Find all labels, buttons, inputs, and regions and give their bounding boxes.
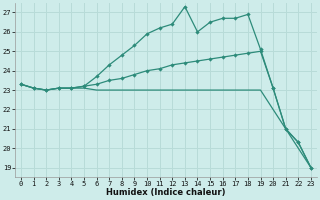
X-axis label: Humidex (Indice chaleur): Humidex (Indice chaleur): [106, 188, 226, 197]
